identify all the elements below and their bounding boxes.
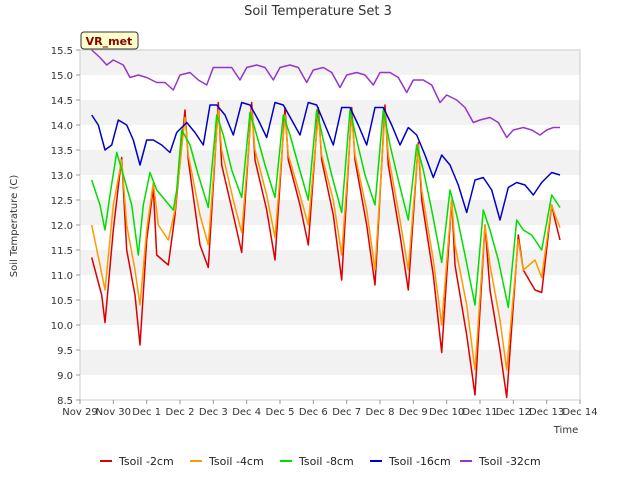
y-tick-label: 12.0 (51, 221, 73, 232)
x-tick-label: Dec 4 (232, 407, 261, 418)
y-tick-label: 9.5 (57, 346, 73, 357)
y-tick-label: 10.0 (51, 321, 73, 332)
x-tick-label: Dec 11 (462, 407, 497, 418)
y-tick-label: 14.5 (51, 96, 73, 107)
y-tick-label: 15.0 (51, 71, 73, 82)
series-line-tsoil-16cm (91, 101, 561, 221)
x-tick-label: Dec 1 (132, 407, 161, 418)
y-tick-label: 13.0 (51, 171, 73, 182)
y-tick-label: 9.0 (57, 371, 73, 382)
x-tick-label: Dec 13 (529, 407, 564, 418)
x-axis-title: Time (553, 425, 578, 436)
y-axis-title: Soil Temperature (C) (9, 175, 20, 278)
x-tick-label: Dec 9 (399, 407, 428, 418)
y-tick-label: 12.5 (51, 196, 73, 207)
grid-band (80, 150, 580, 175)
legend-label-tsoil-16cm: Tsoil -16cm (388, 455, 451, 468)
y-tick-label: 8.5 (57, 396, 73, 407)
vr-met-badge-box (80, 31, 139, 50)
y-tick-label: 11.5 (51, 246, 73, 257)
legend-label-tsoil-2cm: Tsoil -2cm (118, 455, 174, 468)
x-tick-label: Dec 5 (266, 407, 295, 418)
x-tick-label: Dec 14 (562, 407, 597, 418)
x-tick-label: Nov 29 (62, 407, 97, 418)
legend-label-tsoil-32cm: Tsoil -32cm (478, 455, 541, 468)
series-line-tsoil-8cm (90, 109, 561, 309)
y-tick-label: 13.5 (51, 146, 73, 157)
series-line-tsoil-4cm (90, 109, 561, 371)
chart-title: Soil Temperature Set 3 (244, 4, 392, 19)
grid-band (80, 100, 580, 125)
grid-band (80, 200, 580, 225)
vr-met-badge: VR_met (80, 31, 139, 50)
x-tick-label: Dec 6 (299, 407, 328, 418)
x-tick-label: Dec 10 (429, 407, 464, 418)
grid-band (80, 350, 580, 375)
chart-legend: Tsoil -2cm Tsoil -4cm Tsoil -8cm Tsoil -16c… (100, 455, 541, 468)
y-tick-label: 10.5 (51, 296, 73, 307)
y-tick-label: 15.5 (51, 46, 73, 57)
x-tick-label: Dec 3 (199, 407, 228, 418)
y-tick-label: 14.0 (51, 121, 73, 132)
series-lines (90, 49, 561, 399)
x-tick-label: Dec 2 (166, 407, 195, 418)
x-tick-label: Dec 12 (496, 407, 531, 418)
grid-band (80, 300, 580, 325)
legend-label-tsoil-4cm: Tsoil -4cm (208, 455, 264, 468)
series-line-tsoil-32cm (91, 49, 560, 139)
legend-label-tsoil-8cm: Tsoil -8cm (298, 455, 354, 468)
x-tick-label: Nov 30 (96, 407, 131, 418)
y-axis-ticks: 8.5 9.0 9.5 10.0 10.5 11.0 11.5 12.0 12.5 13.0 13.… (51, 46, 80, 407)
y-tick-label: 11.0 (51, 271, 73, 282)
grid-band (80, 250, 580, 275)
x-tick-label: Dec 8 (366, 407, 395, 418)
x-tick-label: Dec 7 (332, 407, 361, 418)
vr-met-badge-label: VR_met (86, 35, 133, 48)
